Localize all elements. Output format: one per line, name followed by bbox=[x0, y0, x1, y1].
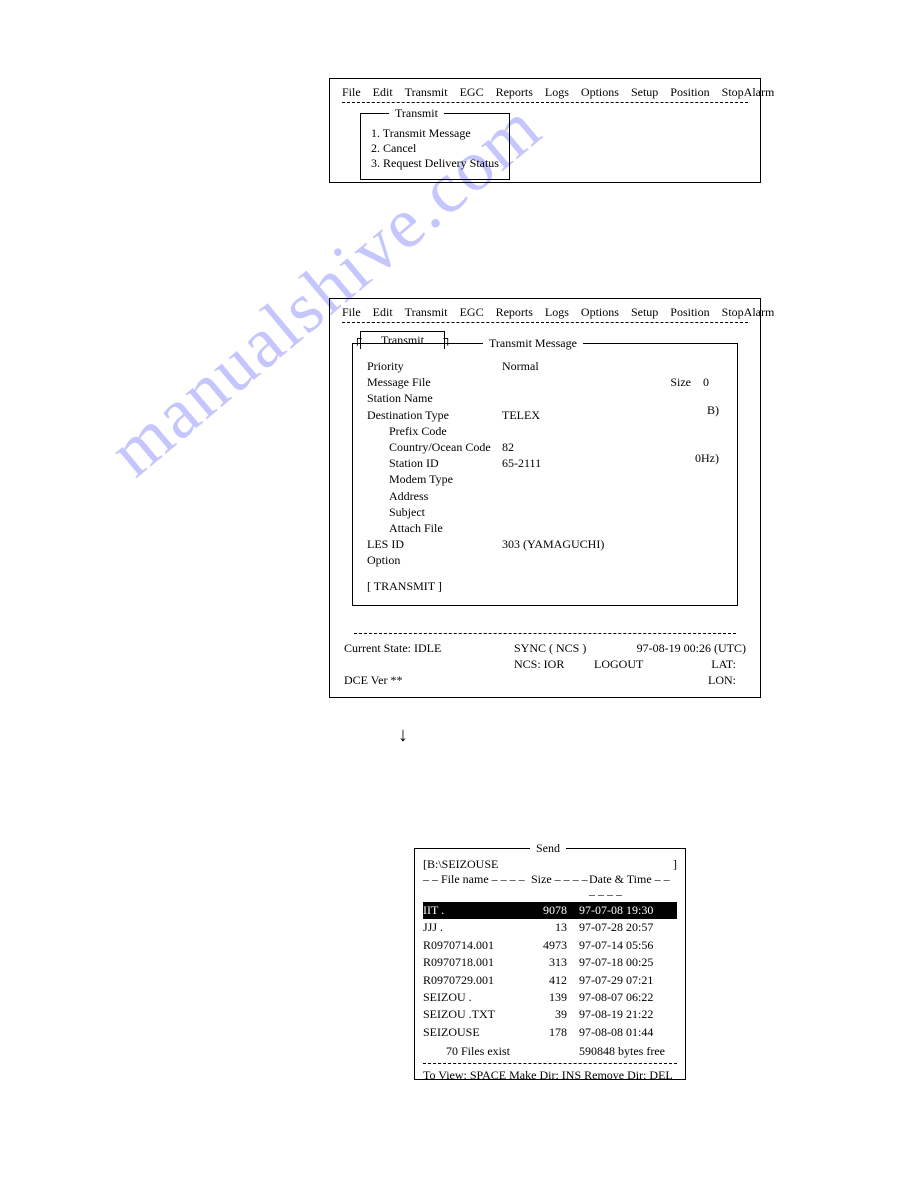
menu2-stopalarm[interactable]: StopAlarm bbox=[722, 305, 775, 320]
file-row[interactable]: R0970729.00141297-07-29 07:21 bbox=[423, 972, 677, 989]
priority-right: B) bbox=[707, 402, 719, 418]
transmit-dropdown-title: Transmit bbox=[389, 106, 444, 121]
dest-right: 0Hz) bbox=[695, 450, 719, 466]
dropdown-item-1[interactable]: 1. Transmit Message bbox=[371, 126, 499, 141]
send-columns: – – File name – – – – Size – – – – Date … bbox=[415, 872, 685, 902]
menu-position[interactable]: Position bbox=[670, 85, 709, 100]
menu-edit[interactable]: Edit bbox=[373, 85, 393, 100]
lat: LAT: bbox=[666, 657, 746, 672]
menu2-setup[interactable]: Setup bbox=[631, 305, 658, 320]
status-separator bbox=[354, 633, 736, 634]
menu-stopalarm[interactable]: StopAlarm bbox=[722, 85, 775, 100]
size-label: Size bbox=[670, 374, 691, 390]
file-table: IIT .907897-07-08 19:30JJJ .1397-07-28 2… bbox=[415, 902, 685, 1041]
file-row[interactable]: R0970714.001497397-07-14 05:56 bbox=[423, 937, 677, 954]
menu2-transmit[interactable]: Transmit bbox=[405, 305, 448, 320]
menu-file[interactable]: File bbox=[342, 85, 361, 100]
file-summary: 70 Files exist 590848 bytes free bbox=[423, 1043, 677, 1060]
menu-separator-2 bbox=[342, 322, 748, 323]
menu2-edit[interactable]: Edit bbox=[373, 305, 393, 320]
current-state: Current State: IDLE bbox=[344, 641, 514, 656]
status-line-3: DCE Ver ** LON: bbox=[330, 673, 760, 688]
file-row[interactable]: JJJ .1397-07-28 20:57 bbox=[423, 919, 677, 936]
panel-send: Send [B:\SEIZOUSE ] – – File name – – – … bbox=[414, 848, 686, 1080]
file-row[interactable]: SEIZOU .TXT3997-08-19 21:22 bbox=[423, 1006, 677, 1023]
menu2-egc[interactable]: EGC bbox=[460, 305, 484, 320]
datetime: 97-08-19 00:26 (UTC) bbox=[634, 641, 746, 656]
sync-status: SYNC ( NCS ) bbox=[514, 641, 634, 656]
menu2-options[interactable]: Options bbox=[581, 305, 619, 320]
dropdown-item-2[interactable]: 2. Cancel bbox=[371, 141, 499, 156]
menu2-position[interactable]: Position bbox=[670, 305, 709, 320]
dropdown-item-3[interactable]: 3. Request Delivery Status bbox=[371, 156, 499, 171]
transmit-button[interactable]: [ TRANSMIT ] bbox=[367, 578, 727, 594]
file-row[interactable]: IIT .907897-07-08 19:30 bbox=[423, 902, 677, 919]
field-station-id: Station ID 65-2111 bbox=[367, 455, 727, 471]
logout: LOGOUT bbox=[594, 657, 666, 672]
transmit-message-box: Transmit Message Priority Normal B) Mess… bbox=[352, 343, 738, 606]
menu-transmit[interactable]: Transmit bbox=[405, 85, 448, 100]
menu2-logs[interactable]: Logs bbox=[545, 305, 569, 320]
menu2-file[interactable]: File bbox=[342, 305, 361, 320]
menu-bar: File Edit Transmit EGC Reports Logs Opti… bbox=[330, 79, 760, 102]
menu2-reports[interactable]: Reports bbox=[496, 305, 533, 320]
field-country: Country/Ocean Code 82 bbox=[367, 439, 727, 455]
lon: LON: bbox=[708, 673, 746, 688]
field-modem: Modem Type bbox=[367, 471, 727, 487]
menu-logs[interactable]: Logs bbox=[545, 85, 569, 100]
size-val: 0 bbox=[703, 374, 709, 390]
field-priority: Priority Normal B) bbox=[367, 358, 727, 374]
transmit-dropdown-box: Transmit 1. Transmit Message 2. Cancel 3… bbox=[360, 113, 510, 180]
field-prefix: Prefix Code bbox=[367, 423, 727, 439]
panel-transmit-dropdown: File Edit Transmit EGC Reports Logs Opti… bbox=[329, 78, 761, 183]
send-path-bracket: ] bbox=[673, 857, 677, 872]
menu-egc[interactable]: EGC bbox=[460, 85, 484, 100]
field-dest-type: Destination Type TELEX 0Hz) bbox=[367, 407, 727, 423]
message-box-title: Transmit Message bbox=[483, 336, 583, 351]
menu-separator bbox=[342, 102, 748, 103]
ncs: NCS: IOR bbox=[514, 657, 594, 672]
field-station-name: Station Name bbox=[367, 390, 727, 406]
field-les: LES ID 303 (YAMAGUCHI) bbox=[367, 536, 727, 552]
file-row[interactable]: SEIZOU .13997-08-07 06:22 bbox=[423, 989, 677, 1006]
send-path: [B:\SEIZOUSE bbox=[423, 857, 498, 872]
file-row[interactable]: SEIZOUSE17897-08-08 01:44 bbox=[423, 1024, 677, 1041]
menu-bar-2: File Edit Transmit EGC Reports Logs Opti… bbox=[330, 299, 760, 322]
menu-options[interactable]: Options bbox=[581, 85, 619, 100]
menu-reports[interactable]: Reports bbox=[496, 85, 533, 100]
status-line-1: Current State: IDLE SYNC ( NCS ) 97-08-1… bbox=[330, 641, 760, 656]
field-subject: Subject bbox=[367, 504, 727, 520]
menu-setup[interactable]: Setup bbox=[631, 85, 658, 100]
field-address: Address bbox=[367, 488, 727, 504]
dce-ver: DCE Ver ** bbox=[344, 673, 514, 688]
field-message-file: Message File Size 0 bbox=[367, 374, 727, 390]
down-arrow-icon: ↓ bbox=[398, 724, 408, 747]
status-line-2: NCS: IOR LOGOUT LAT: bbox=[330, 657, 760, 672]
panel-transmit-message: File Edit Transmit EGC Reports Logs Opti… bbox=[329, 298, 761, 698]
field-attach: Attach File bbox=[367, 520, 727, 536]
file-row[interactable]: R0970718.00131397-07-18 00:25 bbox=[423, 954, 677, 971]
field-option: Option bbox=[367, 552, 727, 568]
send-title: Send bbox=[530, 841, 566, 856]
send-footer-help: To View: SPACE Make Dir: INS Remove Dir:… bbox=[415, 1066, 685, 1089]
send-separator bbox=[423, 1063, 677, 1064]
